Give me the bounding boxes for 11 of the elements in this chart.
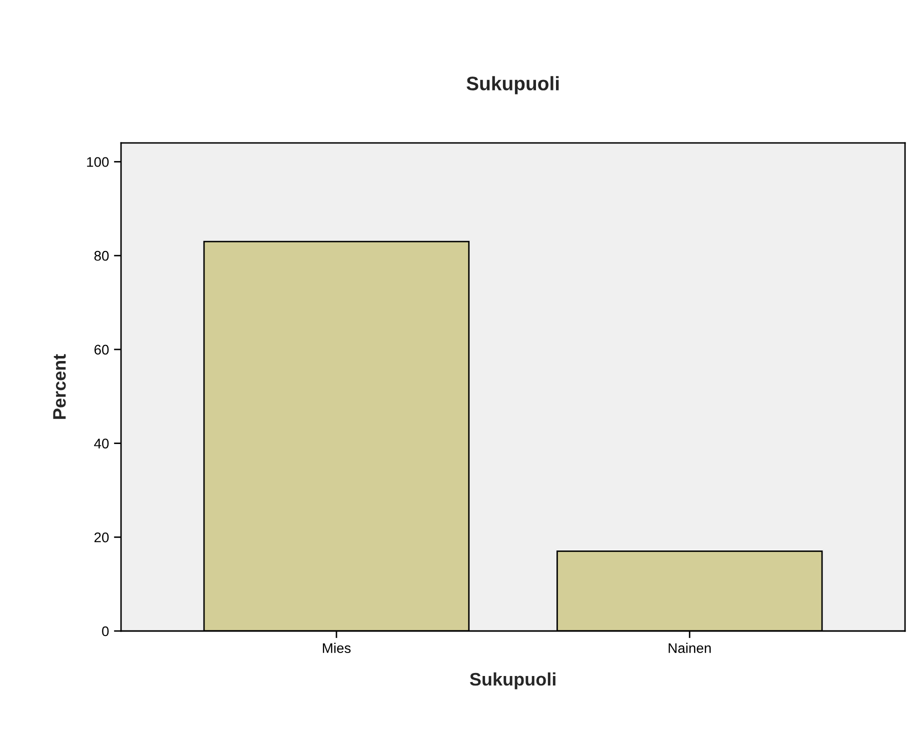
chart-title: Sukupuoli <box>466 76 559 94</box>
y-tick-label: 0 <box>102 626 109 636</box>
y-tick-label: 20 <box>94 532 109 542</box>
x-tick-label: Nainen <box>668 642 711 654</box>
y-axis-title: Percent <box>53 354 66 419</box>
x-axis-title: Sukupuoli <box>470 672 556 690</box>
y-tick-label: 40 <box>94 438 109 448</box>
y-tick-label: 100 <box>87 157 109 167</box>
x-tick-label: Mies <box>322 642 351 654</box>
y-tick-label: 80 <box>94 250 109 261</box>
y-tick-label: 60 <box>94 344 109 355</box>
